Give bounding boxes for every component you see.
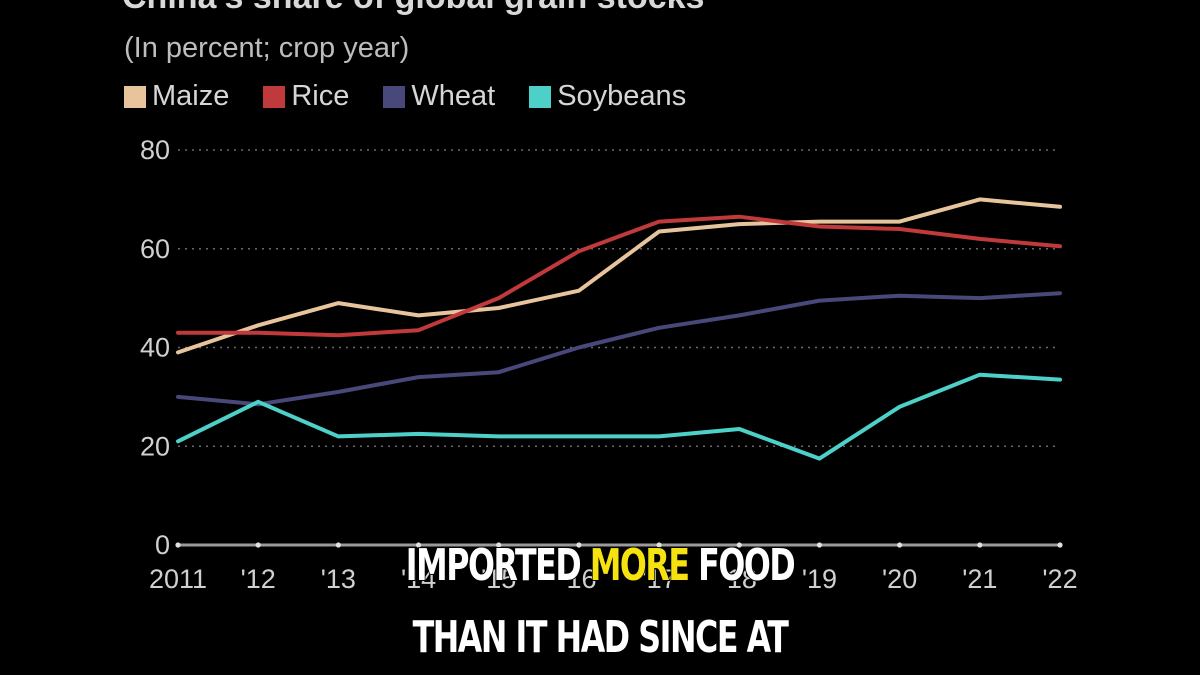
- legend-item-rice: Rice: [263, 80, 349, 113]
- x-tick-label: '21: [962, 564, 997, 594]
- chart-subtitle: (In percent; crop year): [124, 32, 410, 64]
- x-tick-label: '14: [401, 564, 436, 594]
- x-tick-mark: [897, 542, 903, 548]
- series-line-wheat: [176, 291, 1062, 407]
- series-line-soybeans: [176, 372, 1062, 461]
- caption-word-food: FOOD: [697, 539, 796, 592]
- x-tick-label: '17: [641, 564, 676, 594]
- x-tick-mark: [656, 542, 662, 548]
- legend-label: Soybeans: [557, 80, 687, 112]
- x-tick-mark: [576, 542, 582, 548]
- series-line-maize: [176, 197, 1062, 355]
- x-tick-label: '13: [321, 564, 356, 594]
- x-tick-mark: [255, 542, 261, 548]
- legend-item-soybeans: Soybeans: [529, 80, 686, 113]
- legend-item-wheat: Wheat: [383, 80, 495, 113]
- caption-highlight-word: MORE: [589, 539, 691, 592]
- y-tick-label: 60: [140, 234, 170, 264]
- x-tick-mark: [415, 542, 422, 548]
- y-tick-label: 0: [155, 530, 170, 560]
- x-tick-mark: [816, 542, 823, 548]
- x-tick-label: '16: [561, 564, 596, 594]
- x-tick-mark: [977, 542, 983, 548]
- series-line-rice: [176, 214, 1062, 338]
- y-tick-label: 20: [140, 431, 170, 461]
- x-tick-mark: [496, 542, 502, 548]
- chart-title: China's share of global grain stocks: [122, 0, 704, 17]
- x-tick-label: '22: [1042, 564, 1077, 594]
- legend-swatch: [383, 85, 406, 108]
- legend-label: Wheat: [411, 80, 496, 112]
- legend-label: Maize: [152, 80, 230, 112]
- x-tick-label: '18: [722, 564, 757, 594]
- y-tick-label: 40: [140, 333, 170, 363]
- caption-word-imported: IMPORTED: [405, 539, 582, 592]
- x-tick-label: 2011: [149, 564, 207, 594]
- chart-legend: Maize Rice Wheat Soybeans: [124, 80, 686, 113]
- legend-item-maize: Maize: [124, 80, 229, 113]
- legend-label: Rice: [291, 80, 350, 112]
- x-tick-label: '15: [481, 564, 516, 594]
- legend-swatch: [263, 85, 286, 108]
- x-tick-mark: [335, 542, 341, 548]
- x-tick-label: '20: [882, 564, 917, 594]
- legend-swatch: [124, 85, 146, 108]
- x-tick-mark: [1057, 542, 1063, 548]
- y-tick-label: 80: [140, 135, 170, 165]
- x-tick-mark: [736, 542, 742, 548]
- x-tick-label: '12: [241, 564, 276, 594]
- caption-line-2: THAN IT HAD SINCE AT: [412, 611, 790, 664]
- x-tick-label: '19: [802, 564, 837, 594]
- legend-swatch: [529, 85, 552, 108]
- caption-line-1: IMPORTED MORE FOOD: [168, 539, 1032, 592]
- x-tick-mark: [175, 542, 181, 548]
